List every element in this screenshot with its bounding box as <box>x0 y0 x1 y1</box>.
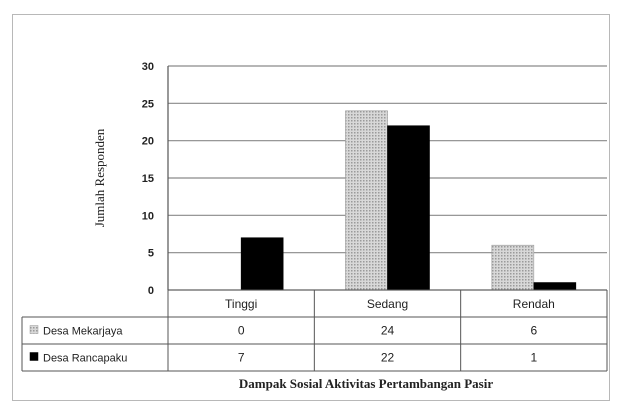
chart-frame <box>12 14 610 401</box>
bar <box>387 125 430 291</box>
bar <box>491 244 535 291</box>
x-axis-label: Dampak Sosial Aktivitas Pertambangan Pas… <box>239 376 493 391</box>
y-tick-label: 20 <box>142 136 154 148</box>
legend-label: Desa Mekarjaya <box>43 326 123 338</box>
table-cell: 7 <box>238 351 245 365</box>
table-cell: 0 <box>238 324 245 338</box>
bar <box>345 110 388 291</box>
legend-swatch <box>29 325 39 334</box>
legend-swatch <box>29 352 39 361</box>
table-cell: 6 <box>530 324 537 338</box>
y-tick-label: 5 <box>148 248 154 260</box>
legend-label: Desa Rancapaku <box>43 353 127 365</box>
y-tick-label: 10 <box>142 210 154 222</box>
table-cell: 22 <box>381 351 395 365</box>
x-tick-label: Sedang <box>367 297 408 311</box>
y-tick-label: 15 <box>142 173 154 185</box>
y-tick-label: 25 <box>142 98 154 110</box>
y-tick-label: 30 <box>142 61 154 73</box>
table-cell: 1 <box>530 351 537 365</box>
bar <box>533 282 577 291</box>
y-axis-label: Jumlah Responden <box>92 128 107 227</box>
x-tick-label: Tinggi <box>225 297 257 311</box>
bar <box>240 237 284 291</box>
table-cell: 24 <box>381 324 395 338</box>
x-tick-label: Rendah <box>513 297 555 311</box>
y-tick-label: 0 <box>148 285 154 297</box>
